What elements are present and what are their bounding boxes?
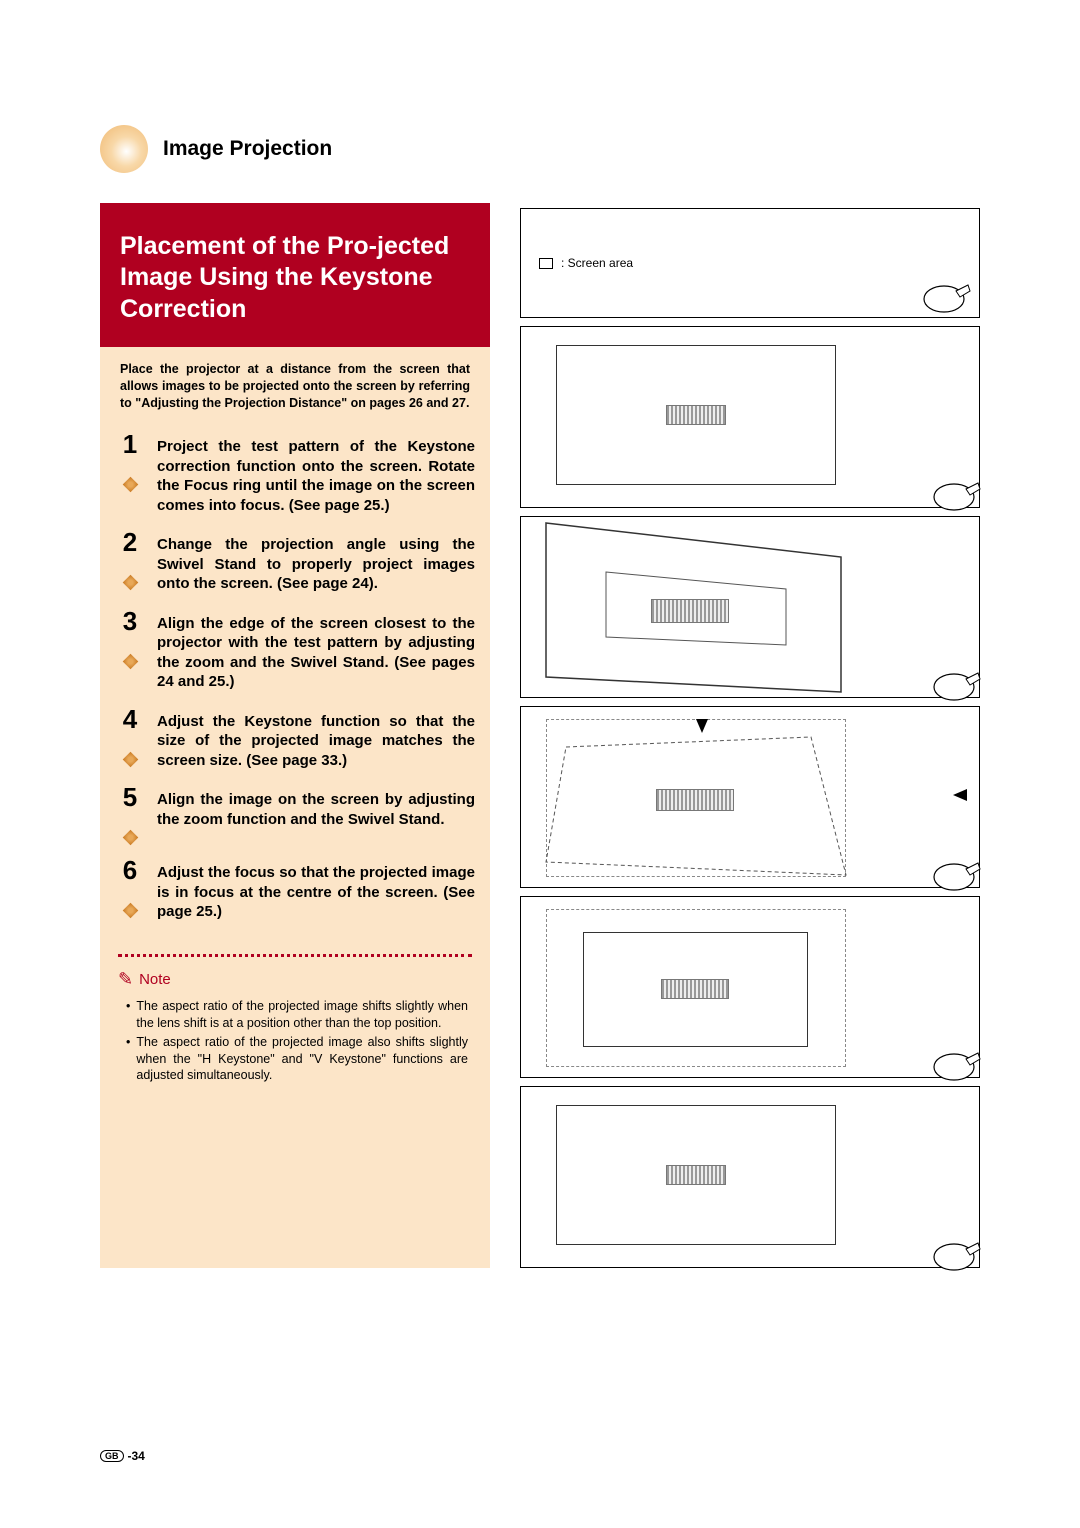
step-item: 3 Align the edge of the screen closest t… — [100, 608, 490, 706]
diagram-legend: : Screen area — [520, 208, 980, 318]
diamond-icon — [122, 752, 138, 768]
step-item: 5 Align the image on the screen by adjus… — [100, 784, 490, 857]
test-pattern-icon — [666, 1165, 726, 1185]
keystone-diagram-5 — [520, 1086, 980, 1268]
note-text: The aspect ratio of the projected image … — [136, 998, 468, 1032]
bullet-icon: • — [126, 1034, 130, 1085]
step-item: 6 Adjust the focus so that the projected… — [100, 857, 490, 936]
note-icon: ✎ — [118, 969, 133, 990]
page-footer: GB -34 — [100, 1449, 145, 1463]
note-label: Note — [139, 971, 171, 988]
step-text: Align the image on the screen by adjusti… — [157, 784, 475, 829]
separator — [118, 954, 472, 957]
diamond-icon — [122, 575, 138, 591]
test-pattern-icon — [661, 979, 729, 999]
arrow-down-icon — [696, 719, 708, 733]
projector-icon — [932, 1045, 987, 1083]
main-content: Placement of the Pro-jected Image Using … — [0, 203, 1080, 1268]
step-text: Change the projection angle using the Sw… — [157, 529, 475, 594]
diamond-icon — [122, 830, 138, 846]
keystone-diagram-1 — [520, 326, 980, 508]
test-pattern-icon — [656, 789, 734, 811]
legend-swatch — [539, 258, 553, 269]
step-number: 4 — [123, 706, 137, 732]
projected-shape — [521, 707, 979, 887]
step-number: 6 — [123, 857, 137, 883]
step-text: Align the edge of the screen closest to … — [157, 608, 475, 692]
legend-text: : Screen area — [561, 256, 633, 270]
step-number: 5 — [123, 784, 137, 810]
header-ornament-circle — [100, 125, 148, 173]
projector-icon — [922, 277, 977, 315]
skewed-screen — [521, 517, 979, 697]
test-pattern-icon — [651, 599, 729, 623]
diagram-column: : Screen area — [490, 203, 980, 1268]
page-header: Image Projection — [0, 125, 1080, 173]
step-number: 3 — [123, 608, 137, 634]
test-pattern-icon — [666, 405, 726, 425]
diamond-icon — [122, 654, 138, 670]
step-text: Adjust the Keystone function so that the… — [157, 706, 475, 771]
intro-text: Place the projector at a distance from t… — [100, 347, 490, 430]
banner: Placement of the Pro-jected Image Using … — [100, 203, 490, 347]
step-item: 4 Adjust the Keystone function so that t… — [100, 706, 490, 785]
section-title: Image Projection — [163, 137, 332, 161]
bullet-icon: • — [126, 998, 130, 1032]
region-badge: GB — [100, 1450, 124, 1462]
keystone-diagram-3 — [520, 706, 980, 888]
note-item: • The aspect ratio of the projected imag… — [126, 1034, 468, 1085]
note-item: • The aspect ratio of the projected imag… — [126, 998, 468, 1032]
step-number: 2 — [123, 529, 137, 555]
step-item: 1 Project the test pattern of the Keysto… — [100, 431, 490, 529]
instruction-panel: Placement of the Pro-jected Image Using … — [100, 203, 490, 1268]
projector-icon — [932, 475, 987, 513]
diamond-icon — [122, 903, 138, 919]
projector-icon — [932, 665, 987, 703]
note-text: The aspect ratio of the projected image … — [136, 1034, 468, 1085]
step-number: 1 — [123, 431, 137, 457]
note-list: • The aspect ratio of the projected imag… — [100, 994, 490, 1106]
arrow-left-icon — [953, 789, 967, 801]
note-header: ✎ Note — [100, 965, 490, 994]
projector-icon — [932, 855, 987, 893]
page-number: -34 — [128, 1449, 145, 1463]
step-item: 2 Change the projection angle using the … — [100, 529, 490, 608]
diamond-icon — [122, 477, 138, 493]
step-text: Project the test pattern of the Keystone… — [157, 431, 475, 515]
keystone-diagram-4 — [520, 896, 980, 1078]
projector-icon — [932, 1235, 987, 1273]
banner-title: Placement of the Pro-jected Image Using … — [120, 231, 470, 325]
step-list: 1 Project the test pattern of the Keysto… — [100, 429, 490, 946]
keystone-diagram-2 — [520, 516, 980, 698]
step-text: Adjust the focus so that the projected i… — [157, 857, 475, 922]
